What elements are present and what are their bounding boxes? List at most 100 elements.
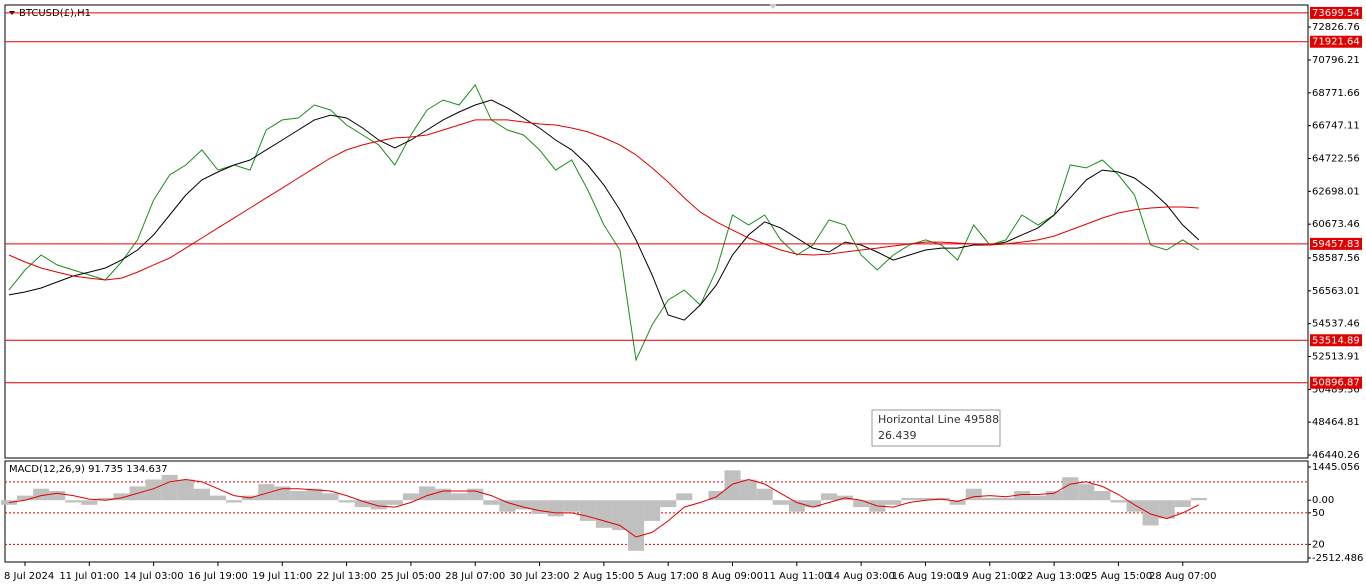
x-tick-label: 30 Jul 23:00: [510, 571, 570, 582]
x-tick-label: 14 Jul 03:00: [124, 571, 184, 582]
histogram-bar: [499, 500, 516, 512]
x-tick-label: 14 Aug 03:00: [827, 571, 894, 582]
y-tick-label: 20: [1312, 539, 1325, 550]
histogram-bar: [370, 500, 387, 510]
x-tick-label: 28 Aug 07:00: [1149, 571, 1216, 582]
y-tick-label: 66747.11: [1312, 121, 1360, 132]
histogram-bar: [145, 479, 162, 501]
histogram-bar: [306, 488, 323, 501]
histogram-bar: [1078, 484, 1095, 501]
histogram-bar: [33, 488, 50, 501]
histogram-bar: [644, 500, 661, 521]
y-tick-label: 54537.46: [1312, 319, 1360, 330]
histogram-bar: [177, 479, 194, 501]
tooltip-box: [871, 409, 1001, 447]
histogram-bar: [885, 500, 902, 505]
x-tick-label: 5 Aug 17:00: [638, 571, 699, 582]
histogram-bar: [1110, 500, 1127, 503]
histogram-bar: [1126, 500, 1143, 512]
histogram-bar: [65, 500, 82, 503]
histogram-bar: [531, 500, 548, 514]
histogram-bar: [209, 495, 227, 501]
histogram-bar: [660, 500, 677, 508]
symbol-title: BTCUSD(£),H1: [19, 8, 91, 19]
histogram-bar: [226, 500, 243, 503]
y-tick-label: 58587.56: [1312, 253, 1360, 264]
price-label: 50896.87: [1312, 378, 1360, 389]
tooltip-subtext: 26.439: [878, 429, 917, 442]
histogram-bar: [756, 488, 773, 501]
price-line: [8, 83, 1200, 362]
histogram-bar: [1013, 491, 1031, 501]
histogram-bar: [290, 491, 307, 501]
price-label-box: [1310, 334, 1362, 347]
tooltip: Horizontal Line 49588 26.439: [871, 409, 1001, 447]
tooltip-text: Horizontal Line 49588: [878, 413, 999, 426]
histogram-bar: [820, 493, 838, 501]
macd-title: MACD(12,26,9) 91.735 134.637: [9, 464, 168, 475]
macd-frame: [4, 460, 1309, 563]
price-label: 59457.83: [1312, 239, 1360, 250]
histogram-bar: [1094, 491, 1111, 501]
y-tick-label: 72826.76: [1312, 22, 1360, 33]
histogram-bar: [628, 500, 645, 551]
x-tick-label: 16 Aug 19:00: [892, 571, 959, 582]
histogram-bar: [97, 497, 114, 501]
price-label-box: [1310, 6, 1362, 19]
x-tick-label: 22 Aug 13:00: [1020, 571, 1087, 582]
histogram-bar: [611, 500, 629, 531]
x-tick-label: 25 Aug 15:00: [1085, 571, 1152, 582]
histogram-bar: [1142, 500, 1159, 526]
histogram-bar: [193, 488, 210, 501]
price-label: 53514.89: [1312, 335, 1360, 346]
y-tick-label: 48464.81: [1312, 417, 1360, 428]
histogram-bar: [965, 488, 982, 501]
y-tick-label: 52513.91: [1312, 351, 1360, 362]
histogram-bar: [997, 497, 1014, 501]
histogram-bar: [981, 497, 998, 501]
x-tick-label: 8 Aug 09:00: [702, 571, 763, 582]
histogram-bar: [772, 500, 789, 505]
x-tick-label: 8 Jul 2024: [4, 571, 54, 582]
histogram-bar: [1158, 500, 1175, 519]
histogram-bar: [563, 500, 580, 512]
histogram-bar: [1190, 497, 1207, 501]
histogram-bar: [676, 493, 693, 501]
y-tick-label: 62698.01: [1312, 186, 1360, 197]
histogram-bar: [258, 484, 275, 501]
histogram-bar: [1030, 495, 1047, 501]
x-tick-label: 11 Aug 11:00: [763, 571, 830, 582]
price-line: [8, 119, 1199, 281]
histogram-bar: [804, 500, 821, 508]
histogram-bar: [547, 500, 564, 517]
histogram-bar: [1174, 500, 1191, 508]
price-label-box: [1310, 376, 1362, 389]
price-label: 71921.64: [1312, 37, 1360, 48]
histogram-bar: [917, 497, 934, 501]
y-tick-label: 1445.056: [1312, 462, 1360, 473]
histogram-bar: [418, 486, 436, 501]
y-tick-label: 70796.21: [1312, 55, 1360, 66]
histogram-bar: [483, 500, 500, 505]
y-tick-label: 50: [1312, 508, 1325, 519]
y-tick-label: 46440.26: [1312, 450, 1360, 461]
price-frame: [4, 4, 1309, 459]
y-tick-label: 64722.56: [1312, 153, 1360, 164]
x-tick-label: 25 Jul 05:00: [381, 571, 441, 582]
x-tick-label: 22 Jul 13:00: [317, 571, 377, 582]
histogram-bar: [853, 500, 870, 508]
histogram-bar: [515, 500, 532, 510]
histogram-bar: [113, 493, 130, 501]
histogram-bar: [402, 493, 419, 501]
price-label-box: [1310, 237, 1362, 250]
histogram-bar: [1046, 491, 1063, 501]
shift-marker: [769, 4, 777, 9]
price-label-box: [1310, 35, 1362, 48]
y-tick-label: 68771.66: [1312, 88, 1360, 99]
price-line: [8, 99, 1200, 321]
signal-line: [8, 478, 1200, 538]
histogram-bar: [49, 491, 66, 501]
histogram-bar: [595, 500, 612, 528]
y-tick-label: 50489.36: [1312, 384, 1360, 395]
